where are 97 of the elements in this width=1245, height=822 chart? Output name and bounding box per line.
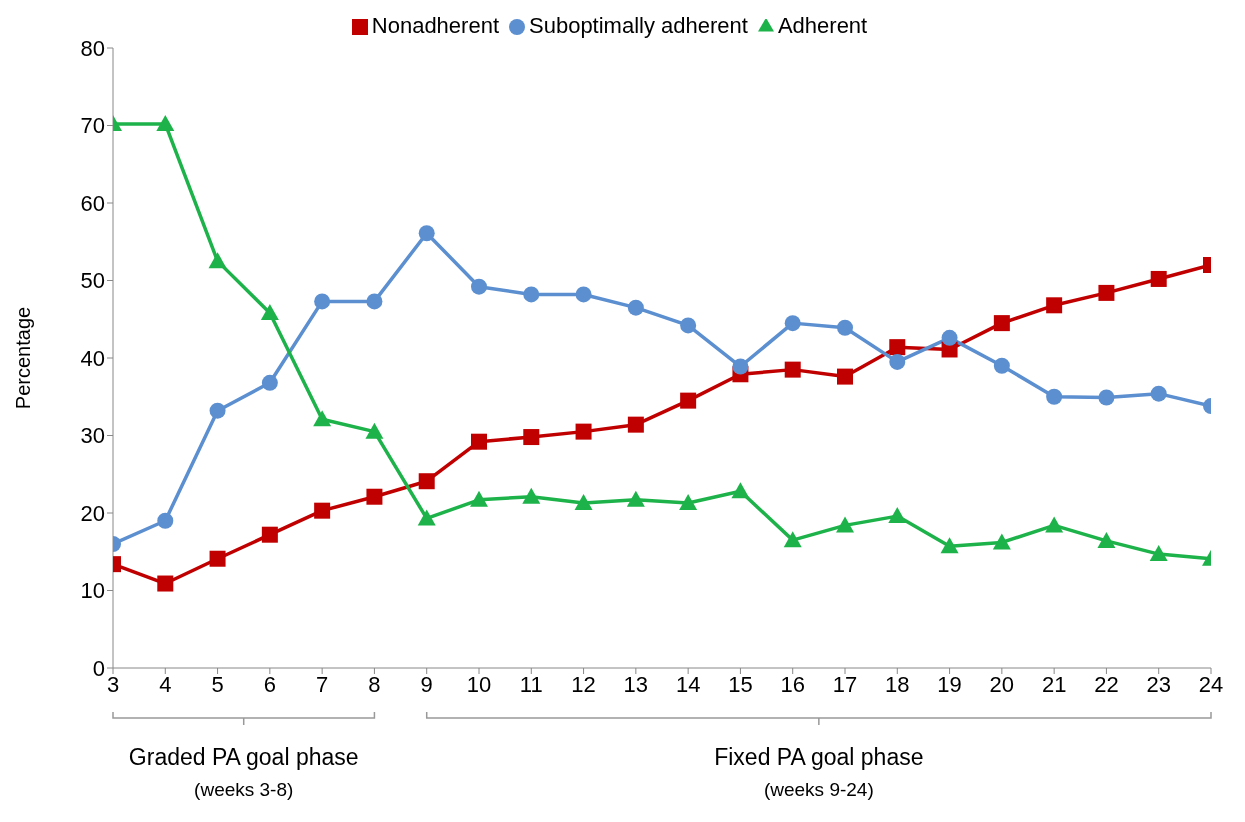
- y-tick-label: 20: [80, 500, 105, 526]
- point: [261, 374, 278, 391]
- x-tick-label: 16: [780, 671, 805, 697]
- point: [157, 512, 174, 529]
- text: Graded PA goal phase: [128, 744, 359, 770]
- point: [523, 429, 540, 446]
- x-tick-label: 7: [316, 671, 329, 697]
- point: [523, 286, 540, 303]
- point: [366, 293, 383, 310]
- point: [837, 368, 853, 385]
- point: [941, 329, 958, 346]
- x-tick-label: 10: [466, 671, 492, 697]
- point: [993, 357, 1010, 374]
- point: [575, 286, 592, 303]
- point: [680, 392, 697, 409]
- point: [575, 423, 592, 440]
- y-tick-label: 60: [80, 190, 105, 216]
- point: [993, 315, 1010, 332]
- point: [888, 507, 907, 524]
- point: [209, 550, 226, 567]
- point: [1098, 389, 1115, 406]
- point: [889, 339, 906, 356]
- x-tick-label: 8: [368, 671, 381, 697]
- y-tick-label: 30: [80, 423, 105, 449]
- legend-label: Adherent: [777, 13, 868, 38]
- x-tick-label: 19: [937, 671, 962, 697]
- point: [418, 225, 435, 242]
- x-tick-label: 15: [728, 671, 753, 697]
- y-tick-label: 80: [80, 35, 105, 61]
- point: [209, 402, 226, 419]
- x-tick-label: 9: [420, 671, 433, 697]
- x-tick-label: 3: [106, 671, 120, 697]
- point: [470, 490, 488, 507]
- point: [157, 575, 174, 592]
- legend-label: Nonadherent: [371, 13, 499, 38]
- x-tick-label: 24: [1198, 671, 1224, 697]
- y-tick-label: 10: [80, 578, 105, 604]
- text: (weeks 9-24): [763, 779, 874, 800]
- point: [731, 482, 750, 499]
- point: [784, 315, 801, 332]
- point: [418, 473, 435, 490]
- point: [679, 493, 698, 510]
- point: [471, 278, 487, 295]
- point: [417, 509, 436, 526]
- point: [992, 533, 1011, 550]
- x-tick-label: 4: [159, 671, 172, 697]
- x-tick-label: 23: [1146, 671, 1171, 697]
- point: [1097, 531, 1116, 548]
- x-tick-label: 14: [675, 671, 701, 697]
- point: [1150, 270, 1167, 287]
- point: [627, 416, 644, 433]
- point: [627, 299, 644, 316]
- point: [471, 433, 487, 450]
- y-tick-label: 70: [80, 113, 105, 139]
- text: (weeks 3-8): [194, 779, 294, 800]
- point: [1149, 545, 1168, 562]
- point: [314, 293, 331, 310]
- y-tick-label: 40: [80, 345, 105, 371]
- y-tick-label: 0: [92, 655, 105, 681]
- y-axis-title: Percentage: [12, 306, 35, 410]
- point: [314, 502, 331, 519]
- point: [522, 487, 541, 504]
- point: [208, 252, 227, 269]
- point: [1046, 297, 1063, 314]
- point: [156, 114, 175, 131]
- point: [1098, 284, 1115, 301]
- point: [680, 317, 697, 334]
- x-tick-label: 20: [989, 671, 1015, 697]
- point: [261, 526, 278, 543]
- point: [783, 531, 802, 548]
- x-tick-label: 6: [263, 671, 276, 697]
- point: [366, 488, 383, 505]
- x-tick-label: 13: [623, 671, 649, 697]
- point: [1150, 385, 1167, 402]
- x-tick-label: 12: [571, 671, 596, 697]
- point: [836, 516, 854, 533]
- point: [626, 490, 645, 507]
- point: [313, 410, 332, 427]
- point: [837, 319, 853, 336]
- point: [1045, 516, 1064, 533]
- point: [260, 304, 279, 321]
- point: [940, 537, 959, 554]
- point: [732, 358, 749, 375]
- point: [1046, 388, 1063, 405]
- y-tick-label: 50: [80, 268, 105, 294]
- x-tick-label: 22: [1094, 671, 1119, 697]
- x-tick-label: 11: [519, 671, 543, 697]
- point: [889, 353, 906, 370]
- x-tick-label: 5: [211, 671, 224, 697]
- x-tick-label: 21: [1041, 671, 1067, 697]
- legend-label: Suboptimally adherent: [529, 13, 748, 38]
- point: [574, 493, 593, 510]
- x-tick-label: 18: [885, 671, 910, 697]
- text: Fixed PA goal phase: [714, 744, 924, 770]
- x-tick-label: 17: [832, 671, 858, 697]
- point: [784, 361, 801, 378]
- point: [365, 422, 384, 439]
